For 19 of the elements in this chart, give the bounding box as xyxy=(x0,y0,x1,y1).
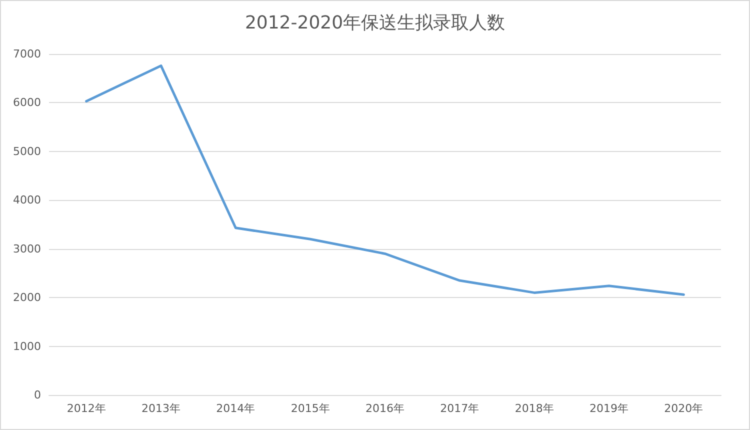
y-tick-label: 0 xyxy=(34,388,41,402)
x-tick-label: 2017年 xyxy=(440,402,480,415)
y-tick-label: 2000 xyxy=(13,291,41,304)
y-tick-label: 6000 xyxy=(13,96,41,110)
x-tick-label: 2016年 xyxy=(366,402,404,415)
x-tick-label: 2020年 xyxy=(664,402,704,415)
chart-title: 2012-2020年保送生拟录取人数 xyxy=(244,12,506,34)
y-tick-label: 1000 xyxy=(13,340,41,353)
y-tick-label: 4000 xyxy=(13,194,41,207)
y-tick-label: 7000 xyxy=(13,48,41,60)
line-series xyxy=(85,64,685,296)
y-tick-label: 5000 xyxy=(13,144,41,158)
x-tick-label: 2012年 xyxy=(66,402,106,415)
x-tick-label: 2019年 xyxy=(590,402,628,415)
x-tick-label: 2018年 xyxy=(514,402,554,415)
x-tick-label: 2015年 xyxy=(290,402,330,415)
y-tick-label: 3000 xyxy=(13,242,41,256)
x-tick-label: 2014年 xyxy=(216,402,256,415)
x-tick-label: 2013年 xyxy=(142,402,180,415)
